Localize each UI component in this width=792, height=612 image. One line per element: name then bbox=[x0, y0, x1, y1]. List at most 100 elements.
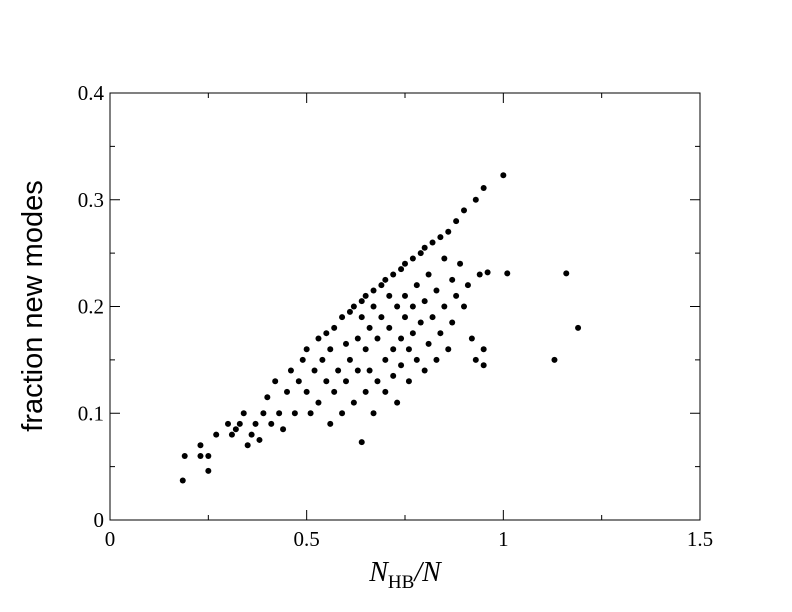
point bbox=[205, 452, 212, 459]
point bbox=[272, 378, 279, 385]
point bbox=[398, 266, 405, 273]
point bbox=[323, 330, 330, 337]
point bbox=[378, 282, 385, 289]
point bbox=[417, 250, 424, 257]
point bbox=[480, 362, 487, 369]
point bbox=[370, 287, 377, 294]
point bbox=[484, 269, 491, 276]
point bbox=[551, 356, 558, 363]
point bbox=[362, 292, 369, 299]
point bbox=[441, 303, 448, 310]
point bbox=[464, 282, 471, 289]
point bbox=[362, 388, 369, 395]
y-tick-label: 0 bbox=[94, 508, 105, 532]
point bbox=[327, 346, 334, 353]
point bbox=[394, 399, 401, 406]
point bbox=[421, 244, 428, 251]
point bbox=[350, 303, 357, 310]
point bbox=[307, 410, 314, 417]
point bbox=[433, 287, 440, 294]
point bbox=[236, 420, 243, 427]
point bbox=[575, 324, 582, 331]
point bbox=[370, 303, 377, 310]
point bbox=[205, 467, 212, 474]
point bbox=[291, 410, 298, 417]
point bbox=[252, 420, 259, 427]
point bbox=[421, 298, 428, 305]
point bbox=[354, 335, 361, 342]
point bbox=[339, 314, 346, 321]
y-tick-label: 0.1 bbox=[78, 401, 104, 425]
point bbox=[461, 207, 467, 214]
point bbox=[468, 335, 475, 342]
point bbox=[276, 410, 283, 417]
point bbox=[327, 420, 334, 427]
point bbox=[429, 239, 436, 246]
point bbox=[248, 431, 255, 438]
point bbox=[232, 426, 239, 433]
x-tick-label: 1 bbox=[498, 527, 509, 551]
point bbox=[181, 452, 188, 459]
point bbox=[256, 436, 263, 443]
x-label-subscript: HB bbox=[388, 572, 414, 593]
point bbox=[402, 314, 408, 321]
point bbox=[461, 303, 467, 310]
point bbox=[382, 276, 389, 283]
point bbox=[429, 314, 436, 321]
point bbox=[409, 303, 416, 310]
point bbox=[358, 314, 365, 321]
point bbox=[413, 356, 420, 363]
point bbox=[394, 303, 401, 310]
point bbox=[421, 367, 428, 374]
point bbox=[228, 431, 235, 438]
point bbox=[563, 270, 570, 277]
point bbox=[402, 292, 408, 299]
point bbox=[335, 367, 342, 374]
point bbox=[472, 356, 479, 363]
point bbox=[437, 234, 444, 241]
point bbox=[405, 378, 412, 385]
point bbox=[472, 196, 479, 203]
point bbox=[354, 367, 361, 374]
point bbox=[398, 335, 405, 342]
point bbox=[225, 420, 231, 427]
point bbox=[441, 255, 448, 262]
point bbox=[343, 378, 349, 385]
point bbox=[453, 292, 460, 299]
point bbox=[284, 388, 290, 395]
point bbox=[346, 308, 353, 315]
point bbox=[409, 330, 416, 337]
x-label-main: N bbox=[368, 557, 389, 588]
point bbox=[417, 319, 424, 326]
point bbox=[445, 346, 452, 353]
point bbox=[303, 346, 310, 353]
point bbox=[358, 298, 365, 305]
point bbox=[299, 356, 306, 363]
point bbox=[346, 356, 353, 363]
point bbox=[500, 172, 507, 179]
x-tick-label: 0.5 bbox=[294, 527, 320, 551]
point bbox=[197, 452, 204, 459]
x-tick-label: 1.5 bbox=[687, 527, 713, 551]
y-axis-label: fraction new modes bbox=[17, 180, 49, 431]
point bbox=[179, 477, 186, 484]
point bbox=[437, 330, 444, 337]
point bbox=[457, 260, 464, 267]
point bbox=[433, 356, 440, 363]
point bbox=[315, 335, 322, 342]
point bbox=[449, 276, 456, 283]
point bbox=[504, 270, 511, 277]
point bbox=[280, 426, 287, 433]
point bbox=[343, 340, 349, 347]
point bbox=[240, 410, 247, 417]
point bbox=[386, 324, 393, 331]
point bbox=[480, 346, 487, 353]
point bbox=[374, 378, 381, 385]
point bbox=[366, 367, 373, 374]
point bbox=[390, 372, 397, 379]
point bbox=[382, 388, 389, 395]
point bbox=[213, 431, 220, 438]
point bbox=[264, 394, 271, 401]
point bbox=[260, 410, 267, 417]
x-tick-label: 0 bbox=[105, 527, 116, 551]
